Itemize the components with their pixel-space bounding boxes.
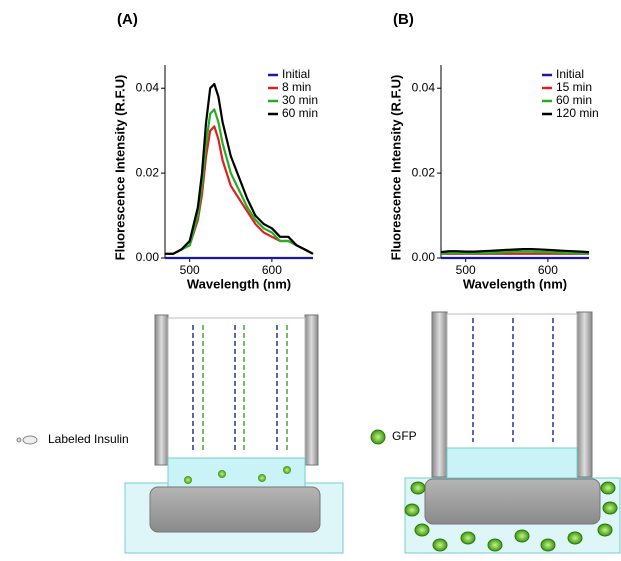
legend-label: Initial	[556, 67, 584, 81]
y-axis-title: Fluorescence Intensity (R.F.U)	[112, 75, 127, 261]
legend-label: 60 min	[556, 93, 592, 107]
y-tick-label: 0.04	[412, 80, 436, 94]
diagram-label: GFP	[392, 429, 417, 443]
series-line	[440, 248, 590, 254]
y-tick-label: 0.00	[136, 250, 160, 264]
series-line	[165, 82, 314, 255]
series-line	[165, 108, 314, 255]
y-tick-label: 0.02	[136, 165, 160, 179]
y-tick-label: 0.00	[412, 250, 436, 264]
x-axis-title: Wavelength (nm)	[463, 276, 567, 291]
diagram-label: Labeled Insulin	[48, 432, 129, 446]
x-tick-label: 600	[538, 263, 558, 277]
panel-label: (A)	[117, 11, 138, 28]
series-line	[440, 250, 590, 255]
legend-label: 120 min	[556, 106, 599, 120]
x-tick-label: 600	[262, 263, 282, 277]
x-tick-label: 500	[180, 263, 200, 277]
panel-label: (B)	[393, 11, 414, 28]
legend-label: 60 min	[282, 106, 318, 120]
legend-label: 8 min	[282, 80, 311, 94]
x-tick-label: 500	[456, 263, 476, 277]
y-tick-label: 0.02	[412, 165, 436, 179]
y-axis-title: Fluorescence Intensity (R.F.U)	[388, 75, 403, 261]
legend-label: Initial	[282, 67, 310, 81]
x-axis-title: Wavelength (nm)	[187, 276, 291, 291]
legend-label: 30 min	[282, 93, 318, 107]
y-tick-label: 0.04	[136, 80, 160, 94]
legend-label: 15 min	[556, 80, 592, 94]
diagram-a: Labeled Insulin	[16, 314, 344, 554]
diagram-b: GFP	[370, 311, 621, 554]
